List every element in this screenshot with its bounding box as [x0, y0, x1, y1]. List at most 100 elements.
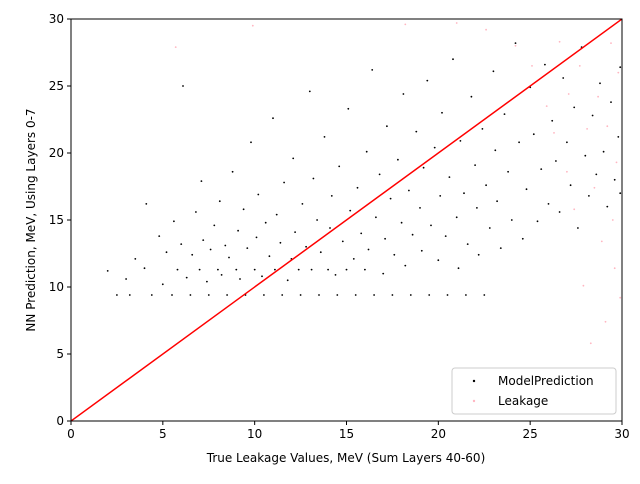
- diagonal-line-group: [71, 19, 622, 421]
- legend-box: [451, 367, 617, 415]
- leakage-point: [619, 296, 622, 299]
- model-prediction-point: [305, 245, 307, 248]
- model-prediction-point: [606, 205, 609, 208]
- model-prediction-point: [246, 247, 249, 250]
- model-prediction-point: [455, 216, 458, 219]
- model-prediction-point: [409, 294, 412, 296]
- model-prediction-point: [367, 248, 370, 251]
- model-prediction-point: [263, 294, 265, 296]
- legend-dot-leakage: [472, 399, 476, 403]
- model-prediction-point: [591, 114, 594, 117]
- leakage-point: [404, 23, 407, 26]
- model-prediction-point: [145, 203, 148, 205]
- model-prediction-point: [213, 224, 216, 227]
- model-prediction-point: [555, 160, 557, 162]
- model-prediction-point: [371, 69, 374, 71]
- leakage-point: [558, 40, 561, 43]
- model-prediction-point: [231, 170, 234, 173]
- diagonal-line: [71, 19, 622, 421]
- leakage-point: [573, 208, 576, 211]
- model-prediction-point: [308, 90, 311, 93]
- leakage-point: [611, 219, 614, 221]
- model-prediction-point: [619, 192, 622, 195]
- model-prediction-point: [125, 278, 127, 280]
- x-tick-label: 15: [339, 427, 354, 441]
- model-prediction-point: [185, 276, 188, 279]
- model-prediction-point: [235, 268, 238, 271]
- model-prediction-point: [143, 267, 146, 270]
- model-prediction-point: [347, 107, 350, 110]
- model-prediction-point: [354, 294, 357, 296]
- model-prediction-point: [551, 119, 554, 122]
- leakage-point: [578, 65, 581, 67]
- model-prediction-point: [408, 189, 410, 192]
- model-prediction-point: [619, 66, 622, 69]
- model-prediction-point: [485, 184, 487, 187]
- model-prediction-point: [507, 170, 509, 173]
- leakage-point: [553, 132, 555, 134]
- model-prediction-point: [595, 173, 598, 176]
- model-prediction-point: [446, 294, 449, 296]
- model-prediction-point: [226, 294, 229, 296]
- leakage-point: [617, 71, 620, 74]
- model-prediction-point: [364, 268, 366, 271]
- model-prediction-point: [599, 82, 601, 85]
- model-prediction-point: [352, 258, 355, 260]
- model-prediction-point: [558, 211, 561, 213]
- model-prediction-point: [329, 227, 331, 229]
- model-prediction-point: [577, 227, 579, 229]
- x-axis-label: True Leakage Values, MeV (Sum Layers 40-…: [206, 451, 486, 465]
- model-prediction-point: [242, 208, 245, 211]
- model-prediction-point: [384, 237, 386, 240]
- model-prediction-point: [327, 268, 329, 271]
- model-prediction-point: [341, 240, 344, 243]
- model-prediction-point: [250, 141, 252, 144]
- model-prediction-point: [224, 244, 227, 247]
- model-prediction-point: [319, 251, 322, 254]
- model-prediction-point: [494, 149, 497, 152]
- model-prediction-point: [448, 176, 451, 179]
- model-prediction-point: [268, 255, 271, 258]
- model-prediction-point: [264, 221, 267, 224]
- model-prediction-point: [360, 232, 363, 235]
- model-prediction-point: [200, 180, 203, 183]
- model-prediction-point: [465, 294, 467, 296]
- series-model-prediction: [106, 42, 622, 296]
- model-prediction-point: [400, 221, 403, 224]
- leakage-point: [531, 65, 533, 67]
- model-prediction-point: [323, 136, 326, 138]
- model-prediction-point: [499, 247, 502, 250]
- model-prediction-point: [518, 141, 520, 144]
- y-axis-label: NN Prediction, MeV, Using Layers 0-7: [24, 108, 38, 331]
- model-prediction-point: [191, 253, 194, 256]
- model-prediction-point: [195, 211, 197, 213]
- model-prediction-point: [415, 130, 418, 133]
- model-prediction-point: [128, 294, 131, 296]
- model-prediction-point: [312, 177, 315, 180]
- legend: ModelPrediction Leakage: [451, 367, 617, 415]
- model-prediction-point: [477, 253, 480, 256]
- model-prediction-point: [510, 219, 513, 221]
- model-prediction-point: [544, 63, 546, 66]
- model-prediction-point: [330, 195, 333, 197]
- model-prediction-point: [382, 272, 385, 275]
- leakage-point: [604, 320, 607, 323]
- legend-label-leakage: Leakage: [498, 394, 548, 408]
- model-prediction-point: [253, 268, 256, 271]
- model-prediction-point: [437, 259, 440, 262]
- model-prediction-point: [452, 58, 454, 61]
- model-prediction-point: [301, 203, 304, 205]
- model-prediction-point: [165, 251, 168, 254]
- model-prediction-point: [422, 166, 425, 169]
- model-prediction-point: [218, 200, 221, 203]
- model-prediction-point: [272, 117, 274, 120]
- model-prediction-point: [602, 150, 605, 153]
- model-prediction-point: [209, 248, 212, 251]
- model-prediction-point: [334, 274, 337, 276]
- leakage-point: [610, 42, 612, 44]
- model-prediction-point: [525, 188, 528, 191]
- model-prediction-point: [373, 294, 375, 296]
- model-prediction-point: [474, 164, 476, 167]
- x-tick-label: 0: [67, 427, 75, 441]
